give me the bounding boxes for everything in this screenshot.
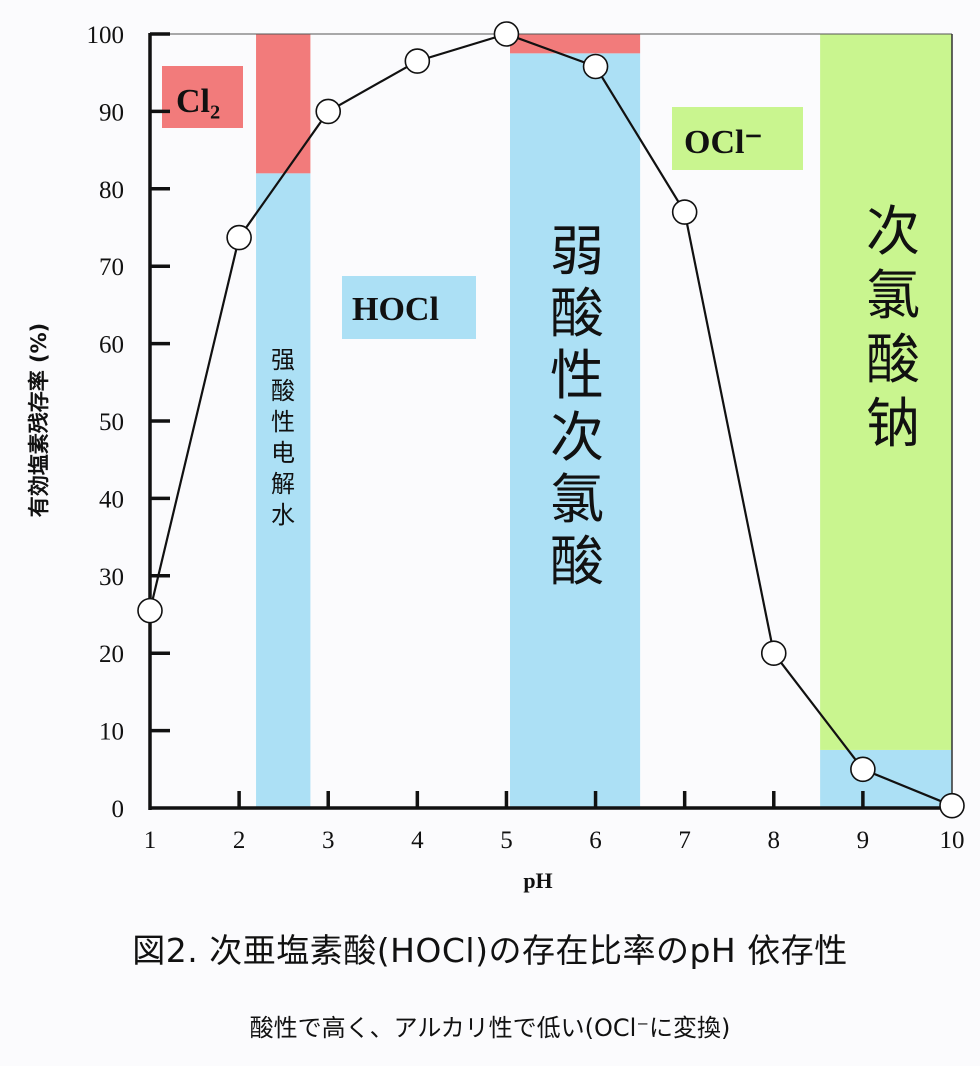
svg-text:OCl⁻: OCl⁻ [684,124,762,161]
y-tick-label: 60 [99,332,124,359]
ocl-label-box: OCl⁻ [672,107,803,170]
y-tick-label: 80 [99,177,124,204]
hocl-label-box: HOCl [342,276,476,339]
axes: 0 10 20 30 40 50 60 70 80 90 100 1 2 3 4 5 6 7 8 9 10 [87,22,965,854]
annotation-char: 酸 [866,328,920,391]
figure-caption: 図2. 次亜塩素酸(HOCl)の存在比率のpH 依存性 [132,931,848,970]
band-segment [256,173,311,808]
data-point-marker [939,792,965,819]
x-tick-label: 4 [411,827,424,854]
annotation-char: 酸 [550,530,604,593]
annotation-char: 钠 [866,392,920,455]
annotation-char: 次 [550,406,604,469]
x-tick-label: 10 [940,827,965,854]
y-tick-label: 50 [99,409,124,436]
band-segment [820,34,952,750]
region-bands [150,33,953,809]
y-tick-label: 40 [99,486,124,513]
y-tick-label: 70 [99,254,124,281]
data-point-marker [137,597,163,624]
y-tick-label: 30 [99,564,124,591]
band-segment [510,34,641,54]
annotation-char: 解 [271,470,295,498]
annotation-char: 水 [271,501,295,529]
data-point-marker [315,98,342,125]
species-labels: Cl₂ HOCl OCl⁻ [162,66,803,339]
y-tick-label: 0 [112,796,125,823]
annotation-char: 性 [271,408,295,436]
x-tick-label: 5 [500,827,513,854]
data-point-marker [760,640,787,667]
annotation-char: 性 [550,344,604,407]
annotation-char: 氯 [866,264,920,327]
x-tick-label: 7 [678,827,691,854]
x-tick-label: 9 [857,827,870,854]
annotation-char: 酸 [271,377,295,405]
x-tick-label: 1 [144,827,157,854]
annotation-char: 强 [271,346,295,374]
annotation-char: 电 [271,439,295,467]
x-tick-label: 8 [768,827,781,854]
band-segment [256,34,311,174]
data-point-marker [226,224,252,251]
data-point-marker [404,48,431,74]
y-tick-label: 20 [99,641,124,668]
x-tick-label: 3 [322,827,335,854]
data-point-marker [582,53,609,80]
figure-subcaption: 酸性で高く、アルカリ性で低い(OCl⁻に変換) [249,1014,731,1042]
cl2-label-box: Cl₂ [162,66,243,128]
svg-text:Cl₂: Cl₂ [176,83,220,120]
series-line [148,32,953,807]
y-tick-label: 10 [99,719,124,746]
x-tick-label: 2 [233,827,246,854]
y-axis-title: 有効塩素残存率 (%) [27,323,51,518]
y-tick-label: 90 [99,99,124,126]
y-tick-label: 100 [87,22,125,49]
svg-text:HOCl: HOCl [352,291,439,328]
data-point-marker [493,21,520,47]
axis-titles: pH 有効塩素残存率 (%) [27,323,553,893]
x-tick-label: 6 [589,827,602,854]
annotation-char: 酸 [550,282,604,345]
x-axis-title: pH [523,868,552,893]
annotation-char: 次 [866,200,920,263]
annotation-char: 弱 [550,220,604,283]
band-segment [510,53,641,809]
annotation-char: 氯 [550,468,604,531]
data-series [137,21,965,819]
data-point-marker [671,199,698,225]
data-point-marker [850,756,876,783]
